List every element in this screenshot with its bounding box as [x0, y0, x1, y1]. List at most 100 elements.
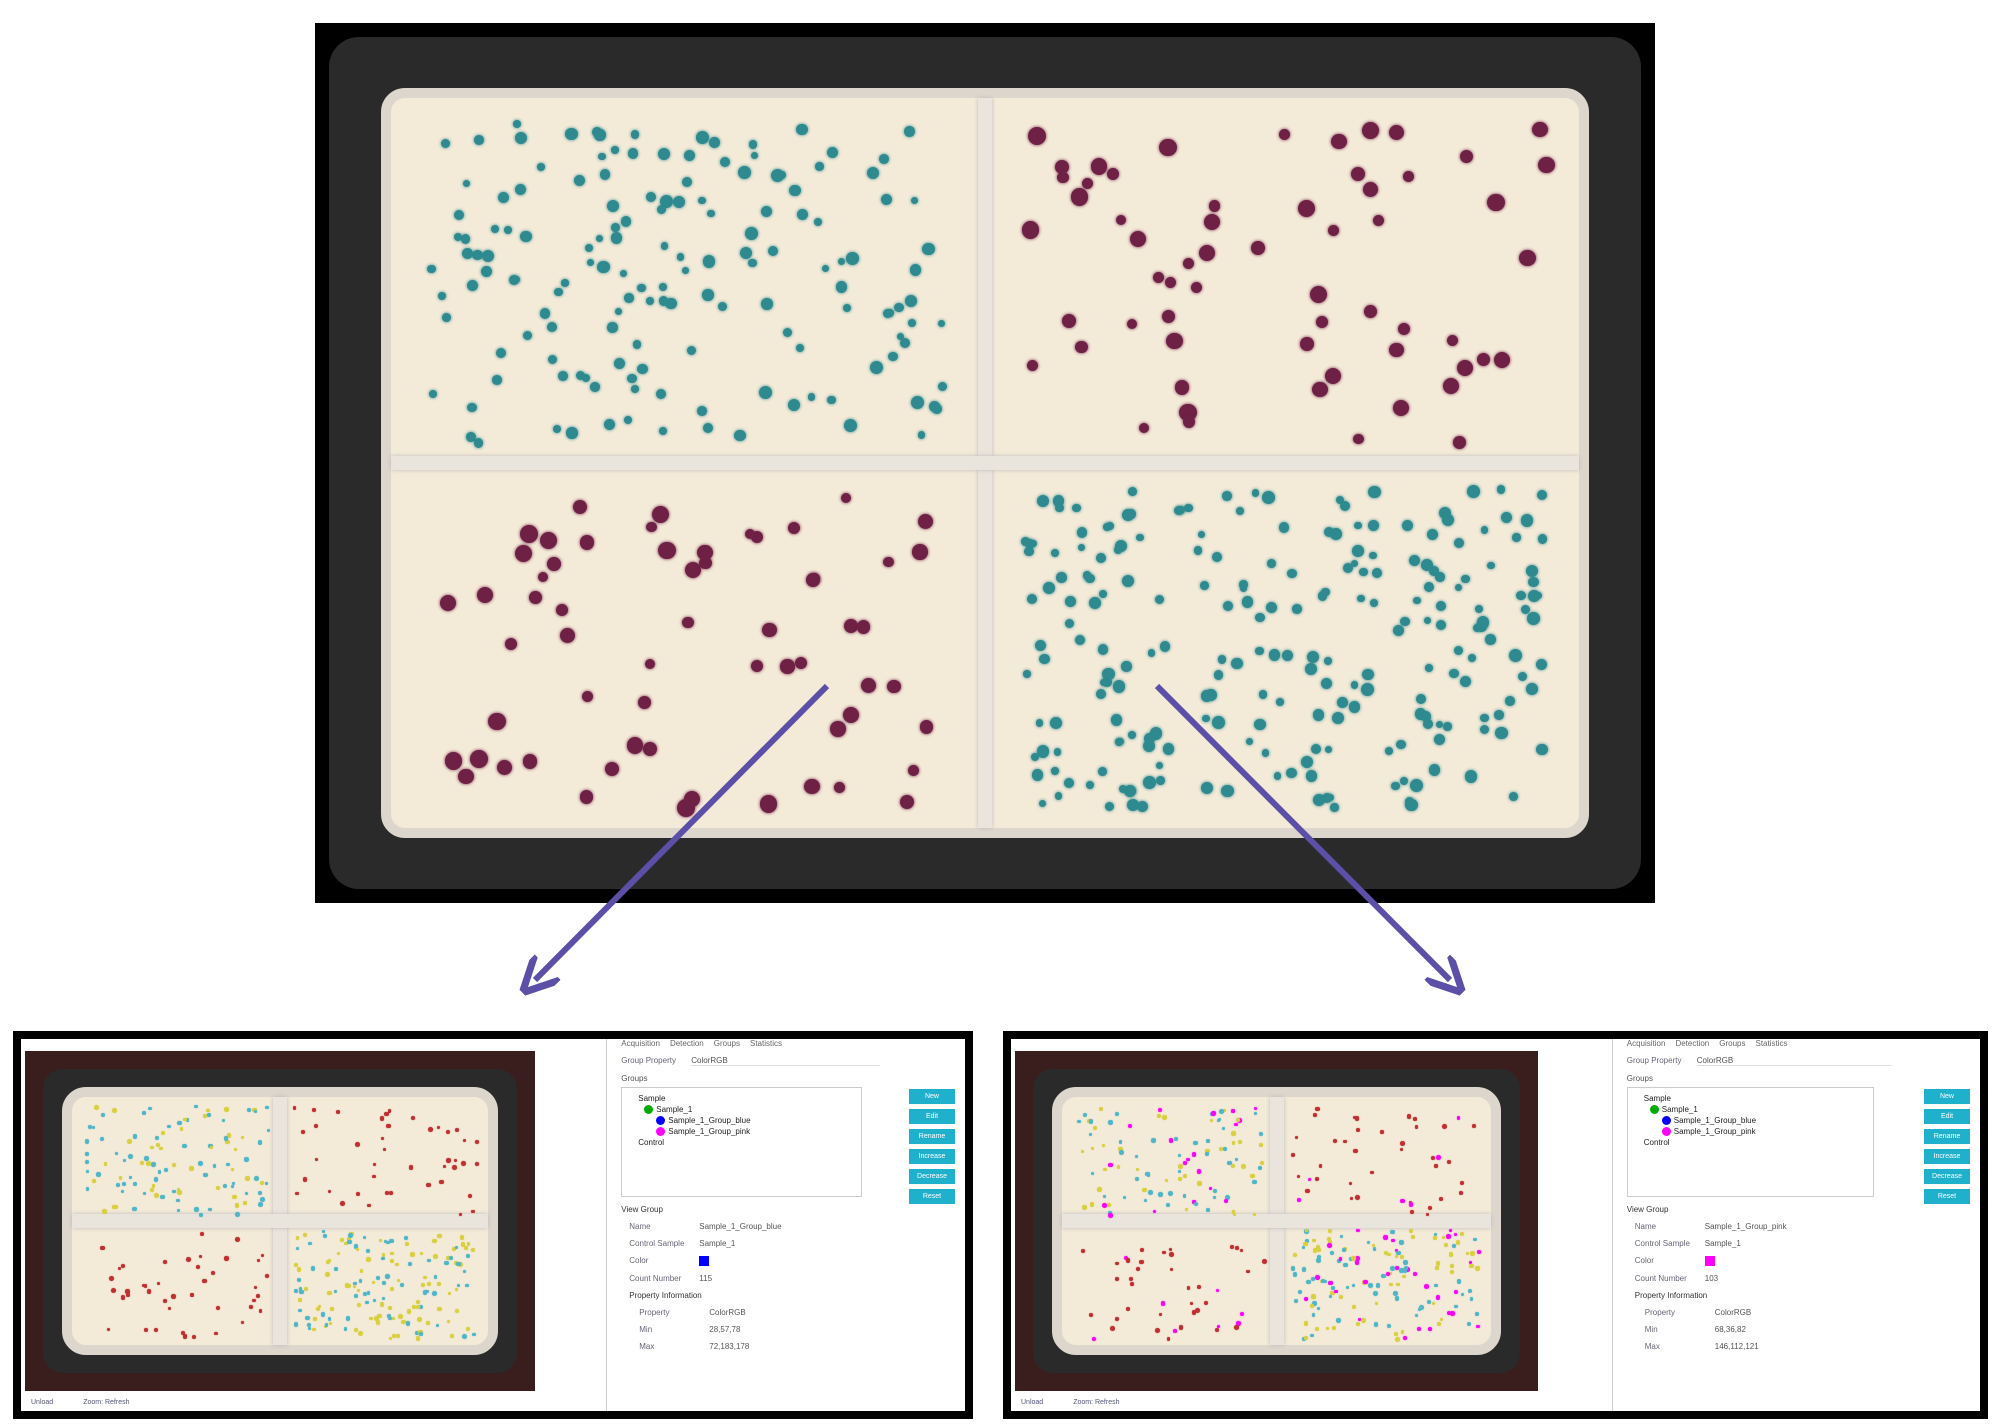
- colony: [1108, 1163, 1113, 1168]
- tree-item-group-pink[interactable]: Sample_1_Group_pink: [1661, 1127, 1857, 1136]
- decrease-button[interactable]: Decrease: [1924, 1169, 1970, 1184]
- colony: [153, 1177, 159, 1182]
- colony: [1186, 1286, 1191, 1290]
- tab-statistics[interactable]: Statistics: [1755, 1039, 1788, 1048]
- colony: [1339, 1234, 1343, 1238]
- colony: [676, 253, 685, 261]
- plate-image-view[interactable]: [25, 1051, 535, 1391]
- tree-item-sample[interactable]: Sample: [1643, 1094, 1671, 1103]
- colony: [1369, 551, 1377, 559]
- new-button[interactable]: New: [909, 1089, 955, 1104]
- tab-detection[interactable]: Detection: [669, 1039, 704, 1048]
- tree-item-sample-1[interactable]: Sample_1: [644, 1105, 845, 1114]
- colony: [455, 1261, 461, 1267]
- plate-image-view[interactable]: [1015, 1051, 1539, 1391]
- tab-groups[interactable]: Groups: [713, 1039, 740, 1048]
- colony: [454, 1308, 460, 1313]
- colony: [1178, 1164, 1184, 1170]
- colony: [1177, 1176, 1183, 1182]
- increase-button[interactable]: Increase: [909, 1149, 955, 1164]
- tab-acquisition[interactable]: Acquisition: [621, 1039, 660, 1048]
- colony: [467, 1193, 473, 1198]
- edit-button[interactable]: Edit: [909, 1109, 955, 1124]
- colony: [1469, 1251, 1475, 1257]
- colony: [1221, 1126, 1225, 1131]
- colony: [1252, 1179, 1257, 1184]
- colony: [1434, 1164, 1438, 1168]
- colony: [1080, 1248, 1086, 1253]
- colony: [339, 1201, 345, 1207]
- colony: [477, 586, 494, 603]
- colony: [1121, 574, 1135, 588]
- colony: [408, 1165, 413, 1170]
- colony: [907, 318, 916, 327]
- tree-item-control[interactable]: Control: [1643, 1138, 1670, 1147]
- colony: [1213, 670, 1224, 680]
- tab-statistics[interactable]: Statistics: [749, 1039, 782, 1048]
- colony: [295, 1192, 299, 1196]
- colony: [222, 1118, 226, 1122]
- group-property-select[interactable]: ColorRGB: [1696, 1056, 1892, 1066]
- colony: [637, 696, 651, 709]
- colony: [1334, 1289, 1338, 1293]
- tree-item-group-blue[interactable]: Sample_1_Group_blue: [656, 1116, 845, 1125]
- tab-detection[interactable]: Detection: [1675, 1039, 1710, 1048]
- colony: [383, 1147, 387, 1151]
- colony: [1231, 1210, 1236, 1214]
- rename-button[interactable]: Rename: [1924, 1129, 1970, 1144]
- groups-tree[interactable]: Sample Sample_1 Sample_1_Group_blue Samp…: [1626, 1087, 1875, 1197]
- colony: [1311, 743, 1322, 754]
- tab-groups[interactable]: Groups: [1719, 1039, 1746, 1048]
- colony: [1064, 619, 1074, 629]
- colony: [514, 544, 533, 562]
- tree-item-sample-1[interactable]: Sample_1: [1649, 1105, 1857, 1114]
- tab-acquisition[interactable]: Acquisition: [1626, 1039, 1666, 1048]
- tree-item-sample[interactable]: Sample: [638, 1094, 666, 1103]
- colony: [1307, 1177, 1311, 1181]
- status-unload[interactable]: Unload: [1021, 1398, 1044, 1406]
- colony: [1128, 1276, 1134, 1282]
- colony: [1229, 1245, 1234, 1249]
- tree-item-group-blue[interactable]: Sample_1_Group_blue: [1661, 1116, 1857, 1125]
- colony: [103, 1162, 108, 1167]
- tree-item-control[interactable]: Control: [638, 1138, 665, 1147]
- rename-button[interactable]: Rename: [909, 1129, 955, 1144]
- colony: [1178, 1325, 1184, 1330]
- colony: [883, 556, 895, 568]
- colony: [1425, 1212, 1429, 1216]
- colony: [1336, 495, 1345, 504]
- colony: [293, 1322, 299, 1327]
- colony: [1402, 519, 1414, 531]
- colony: [1393, 625, 1405, 637]
- edit-button[interactable]: Edit: [1924, 1109, 1970, 1124]
- colony: [380, 1137, 385, 1141]
- colony: [1279, 129, 1290, 141]
- decrease-button[interactable]: Decrease: [909, 1169, 955, 1184]
- colony: [106, 1327, 110, 1332]
- new-button[interactable]: New: [1924, 1089, 1970, 1104]
- reset-button[interactable]: Reset: [1924, 1189, 1970, 1204]
- colony: [515, 184, 527, 196]
- control-sample-label: Control Sample: [1634, 1239, 1690, 1248]
- colony: [1104, 802, 1114, 812]
- colony: [1255, 612, 1265, 623]
- colony: [343, 1327, 348, 1331]
- group-property-select[interactable]: ColorRGB: [691, 1056, 881, 1066]
- tree-item-group-pink[interactable]: Sample_1_Group_pink: [656, 1127, 845, 1136]
- status-unload[interactable]: Unload: [31, 1398, 54, 1406]
- colony: [427, 1258, 431, 1263]
- colony: [177, 1120, 182, 1125]
- colony: [1034, 639, 1046, 651]
- colony: [1404, 1266, 1409, 1271]
- groups-tree[interactable]: Sample Sample_1 Sample_1_Group_blue Samp…: [621, 1087, 862, 1197]
- colony: [1310, 285, 1328, 303]
- colony: [1109, 1325, 1115, 1331]
- colony: [473, 438, 484, 448]
- increase-button[interactable]: Increase: [1924, 1149, 1970, 1164]
- colony: [1077, 543, 1086, 551]
- colony: [252, 1298, 256, 1302]
- colony: [1057, 171, 1069, 184]
- colony: [203, 1172, 208, 1178]
- reset-button[interactable]: Reset: [909, 1189, 955, 1204]
- colony: [620, 215, 632, 227]
